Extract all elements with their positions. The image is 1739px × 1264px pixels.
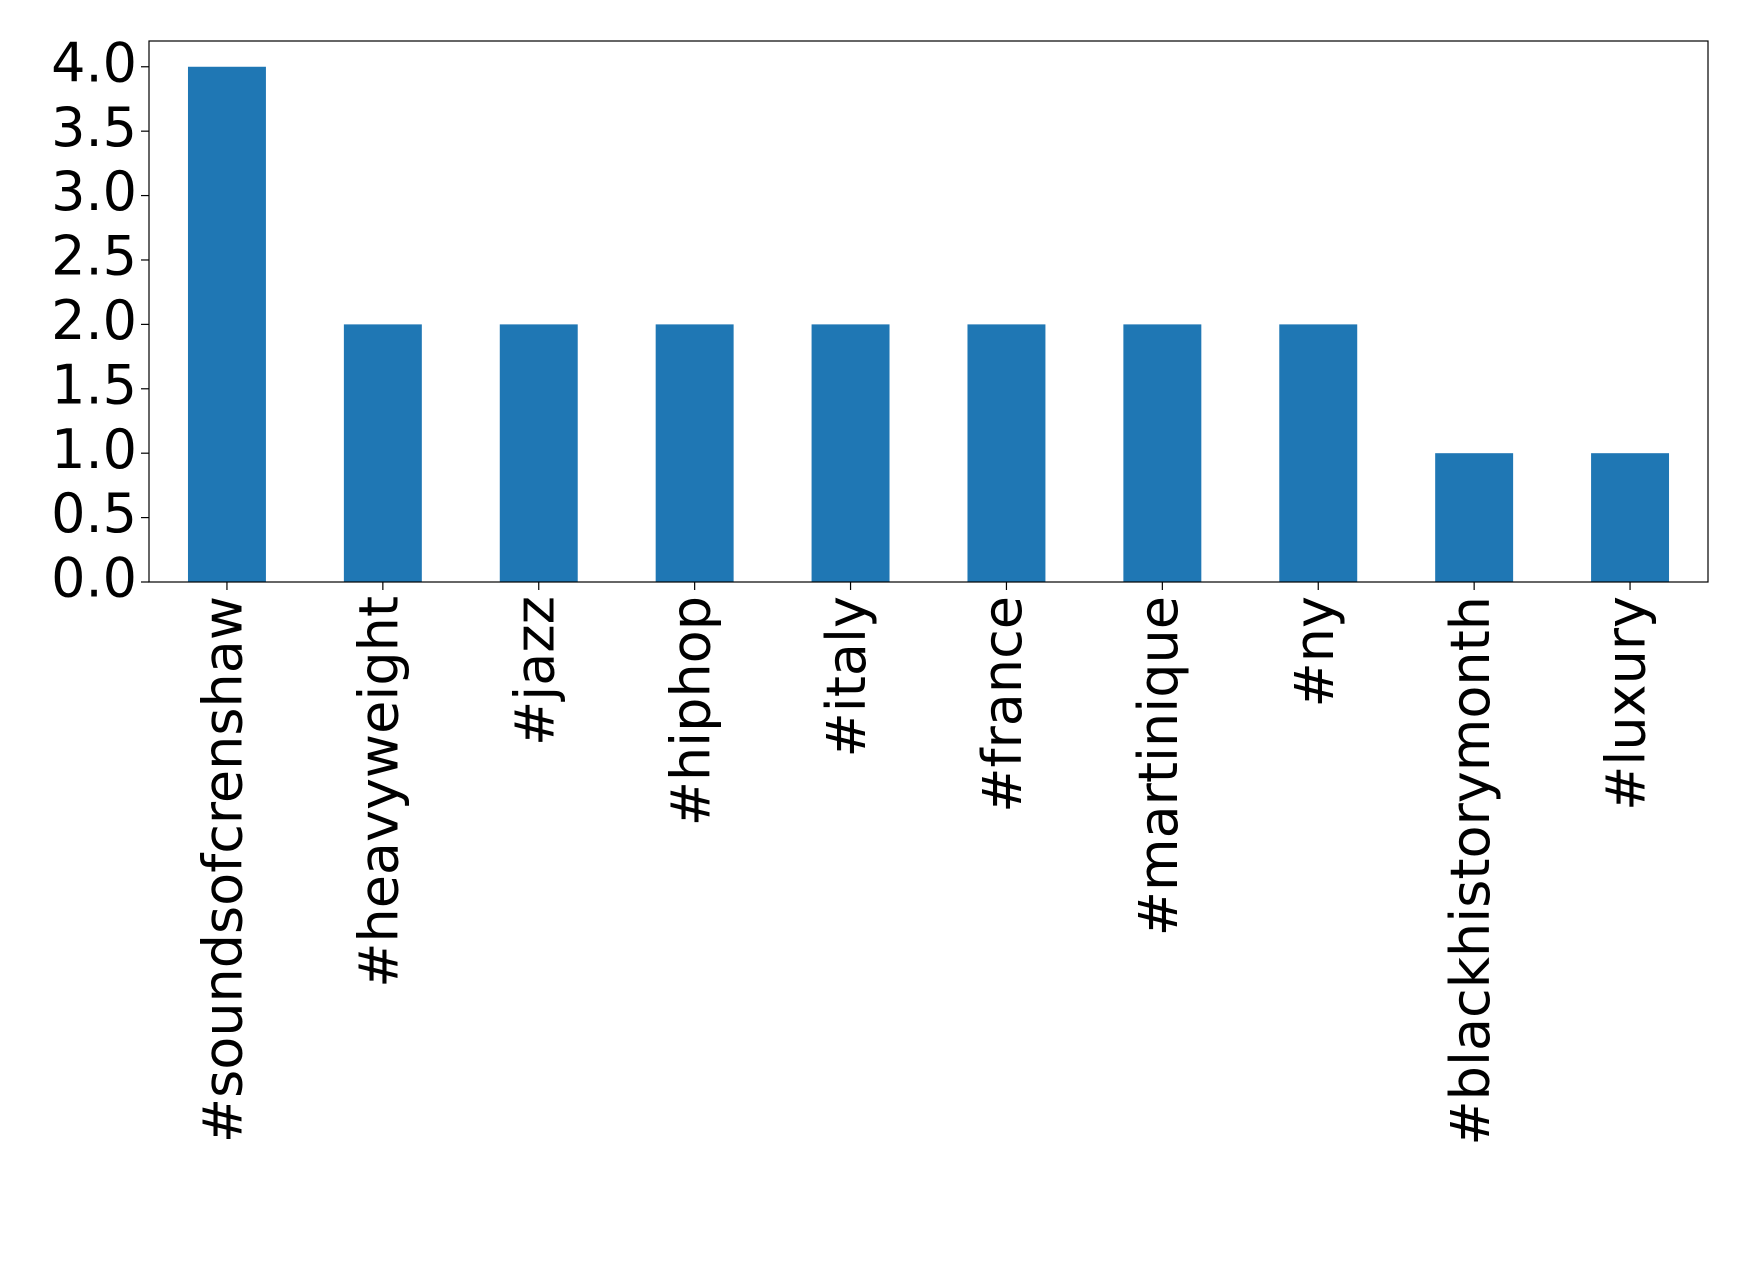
bar	[811, 324, 890, 582]
bar	[499, 324, 578, 582]
bar	[1279, 324, 1358, 582]
bar	[655, 324, 734, 582]
y-tick-label: 0.5	[51, 482, 137, 545]
bar	[1123, 324, 1202, 582]
x-tick-label: #blackhistorymonth	[1439, 596, 1502, 1146]
x-tick-label: #hiphop	[659, 596, 722, 826]
y-tick-label: 1.5	[51, 353, 137, 416]
y-tick-label: 2.5	[51, 225, 137, 288]
y-tick-label: 2.0	[51, 289, 137, 352]
x-tick-label: #italy	[815, 596, 878, 757]
plot-frame	[148, 40, 1709, 583]
x-tick-label: #martinique	[1127, 596, 1190, 936]
x-tick-label: #luxury	[1595, 596, 1658, 811]
y-tick-label: 3.0	[51, 160, 137, 223]
x-tick-label: #jazz	[503, 596, 566, 746]
x-tick-label: #heavyweight	[347, 596, 410, 988]
x-tick-label: #france	[971, 596, 1034, 813]
x-tick-label: #soundsofcrenshaw	[192, 596, 255, 1143]
y-tick-label: 3.5	[51, 96, 137, 159]
x-tick-label: #ny	[1283, 596, 1346, 707]
bar	[187, 66, 266, 582]
y-tick-label: 1.0	[51, 418, 137, 481]
bar	[967, 324, 1046, 582]
bar	[343, 324, 422, 582]
bar	[1591, 453, 1670, 582]
bar	[1435, 453, 1514, 582]
y-tick-label: 0.0	[51, 547, 137, 610]
y-tick-label: 4.0	[51, 31, 137, 94]
